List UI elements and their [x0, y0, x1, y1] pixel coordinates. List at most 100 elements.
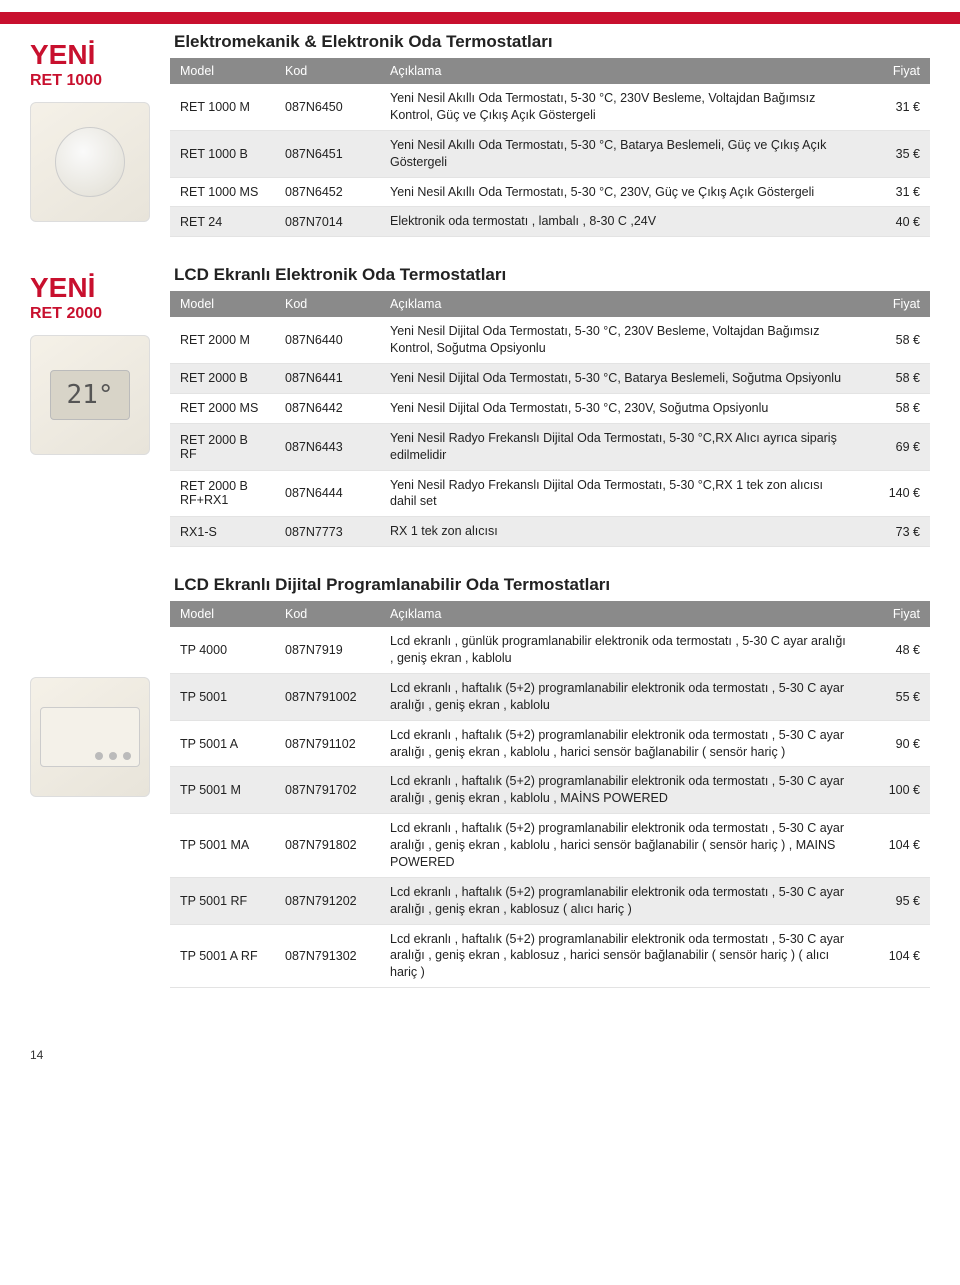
- cell-price: 31 €: [860, 84, 930, 130]
- col-desc: Açıklama: [380, 291, 860, 317]
- cell-code: 087N791302: [275, 924, 380, 988]
- col-code: Kod: [275, 601, 380, 627]
- new-badge-sub: RET 2000: [30, 304, 158, 323]
- cell-model: RET 2000 B RF+RX1: [170, 470, 275, 517]
- cell-model: TP 5001 MA: [170, 814, 275, 878]
- cell-price: 35 €: [860, 130, 930, 177]
- cell-model: TP 5001 A RF: [170, 924, 275, 988]
- table-header-row: Model Kod Açıklama Fiyat: [170, 601, 930, 627]
- table-row: TP 5001 MA087N791802Lcd ekranlı , haftal…: [170, 814, 930, 878]
- tbody-s1: RET 1000 M087N6450Yeni Nesil Akıllı Oda …: [170, 84, 930, 237]
- cell-price: 73 €: [860, 517, 930, 547]
- cell-desc: Yeni Nesil Radyo Frekanslı Dijital Oda T…: [380, 423, 860, 470]
- catalog-page: YENİ RET 1000 Elektromekanik & Elektroni…: [0, 0, 960, 1082]
- cell-code: 087N7014: [275, 207, 380, 237]
- table-row: RET 24087N7014Elektronik oda termostatı …: [170, 207, 930, 237]
- col-desc: Açıklama: [380, 58, 860, 84]
- cell-desc: Yeni Nesil Akıllı Oda Termostatı, 5-30 °…: [380, 177, 860, 207]
- cell-price: 95 €: [860, 877, 930, 924]
- table-row: TP 5001087N791002Lcd ekranlı , haftalık …: [170, 673, 930, 720]
- cell-code: 087N791002: [275, 673, 380, 720]
- section-title: Elektromekanik & Elektronik Oda Termosta…: [170, 32, 930, 52]
- cell-price: 69 €: [860, 423, 930, 470]
- cell-desc: Yeni Nesil Dijital Oda Termostatı, 5-30 …: [380, 393, 860, 423]
- table-row: RET 2000 M087N6440Yeni Nesil Dijital Oda…: [170, 317, 930, 363]
- section-tp: LCD Ekranlı Dijital Programlanabilir Oda…: [30, 575, 930, 988]
- product-image-tp: [30, 677, 150, 797]
- section-title: LCD Ekranlı Elektronik Oda Termostatları: [170, 265, 930, 285]
- cell-code: 087N791102: [275, 720, 380, 767]
- cell-price: 31 €: [860, 177, 930, 207]
- cell-desc: Yeni Nesil Dijital Oda Termostatı, 5-30 …: [380, 364, 860, 394]
- cell-desc: Lcd ekranlı , haftalık (5+2) programlana…: [380, 877, 860, 924]
- cell-desc: Yeni Nesil Dijital Oda Termostatı, 5-30 …: [380, 317, 860, 363]
- table-row: TP 5001 A RF087N791302Lcd ekranlı , haft…: [170, 924, 930, 988]
- section-ret2000: YENİ RET 2000 21° LCD Ekranlı Elektronik…: [30, 265, 930, 547]
- cell-model: TP 4000: [170, 627, 275, 673]
- cell-desc: Elektronik oda termostatı , lambalı , 8-…: [380, 207, 860, 237]
- table-ret2000: Model Kod Açıklama Fiyat RET 2000 M087N6…: [170, 291, 930, 547]
- cell-model: RET 2000 MS: [170, 393, 275, 423]
- cell-code: 087N7919: [275, 627, 380, 673]
- cell-price: 55 €: [860, 673, 930, 720]
- section-ret1000: YENİ RET 1000 Elektromekanik & Elektroni…: [30, 32, 930, 237]
- tbody-s2: RET 2000 M087N6440Yeni Nesil Dijital Oda…: [170, 317, 930, 546]
- cell-code: 087N6452: [275, 177, 380, 207]
- section-title: LCD Ekranlı Dijital Programlanabilir Oda…: [170, 575, 930, 595]
- cell-model: RET 2000 M: [170, 317, 275, 363]
- cell-price: 58 €: [860, 393, 930, 423]
- cell-model: TP 5001 A: [170, 720, 275, 767]
- cell-code: 087N6440: [275, 317, 380, 363]
- table-row: RET 2000 MS087N6442Yeni Nesil Dijital Od…: [170, 393, 930, 423]
- table-row: TP 5001 RF087N791202Lcd ekranlı , haftal…: [170, 877, 930, 924]
- cell-price: 90 €: [860, 720, 930, 767]
- cell-desc: Lcd ekranlı , haftalık (5+2) programlana…: [380, 767, 860, 814]
- cell-code: 087N6442: [275, 393, 380, 423]
- col-price: Fiyat: [860, 291, 930, 317]
- table-row: RET 2000 B087N6441Yeni Nesil Dijital Oda…: [170, 364, 930, 394]
- col-desc: Açıklama: [380, 601, 860, 627]
- cell-price: 58 €: [860, 317, 930, 363]
- cell-desc: Lcd ekranlı , haftalık (5+2) programlana…: [380, 924, 860, 988]
- table-row: TP 5001 A087N791102Lcd ekranlı , haftalı…: [170, 720, 930, 767]
- cell-price: 140 €: [860, 470, 930, 517]
- dial-icon: [55, 127, 125, 197]
- tp-face-icon: [40, 707, 140, 767]
- table-row: RET 1000 B087N6451Yeni Nesil Akıllı Oda …: [170, 130, 930, 177]
- cell-code: 087N6451: [275, 130, 380, 177]
- table-row: RET 1000 MS087N6452Yeni Nesil Akıllı Oda…: [170, 177, 930, 207]
- col-price: Fiyat: [860, 601, 930, 627]
- cell-model: RET 2000 B RF: [170, 423, 275, 470]
- cell-price: 104 €: [860, 814, 930, 878]
- cell-code: 087N6444: [275, 470, 380, 517]
- table-row: RET 2000 B RF087N6443Yeni Nesil Radyo Fr…: [170, 423, 930, 470]
- cell-desc: Yeni Nesil Radyo Frekanslı Dijital Oda T…: [380, 470, 860, 517]
- product-image-ret2000: 21°: [30, 335, 150, 455]
- col-price: Fiyat: [860, 58, 930, 84]
- cell-desc: Lcd ekranlı , haftalık (5+2) programlana…: [380, 673, 860, 720]
- cell-model: RX1-S: [170, 517, 275, 547]
- col-model: Model: [170, 291, 275, 317]
- cell-code: 087N6441: [275, 364, 380, 394]
- lcd-icon: 21°: [50, 370, 130, 420]
- table-row: RX1-S087N7773RX 1 tek zon alıcısı73 €: [170, 517, 930, 547]
- cell-model: RET 24: [170, 207, 275, 237]
- col-code: Kod: [275, 291, 380, 317]
- table-row: RET 1000 M087N6450Yeni Nesil Akıllı Oda …: [170, 84, 930, 130]
- table-row: TP 4000087N7919Lcd ekranlı , günlük prog…: [170, 627, 930, 673]
- page-number: 14: [30, 1048, 930, 1062]
- cell-price: 104 €: [860, 924, 930, 988]
- cell-desc: Lcd ekranlı , haftalık (5+2) programlana…: [380, 814, 860, 878]
- tbody-s3: TP 4000087N7919Lcd ekranlı , günlük prog…: [170, 627, 930, 988]
- right-column: Elektromekanik & Elektronik Oda Termosta…: [170, 32, 930, 237]
- cell-code: 087N6443: [275, 423, 380, 470]
- new-badge: YENİ: [30, 273, 158, 304]
- new-badge: YENİ: [30, 40, 158, 71]
- cell-code: 087N791802: [275, 814, 380, 878]
- col-model: Model: [170, 58, 275, 84]
- table-row: TP 5001 M087N791702Lcd ekranlı , haftalı…: [170, 767, 930, 814]
- cell-price: 100 €: [860, 767, 930, 814]
- cell-model: RET 2000 B: [170, 364, 275, 394]
- cell-price: 48 €: [860, 627, 930, 673]
- cell-model: RET 1000 M: [170, 84, 275, 130]
